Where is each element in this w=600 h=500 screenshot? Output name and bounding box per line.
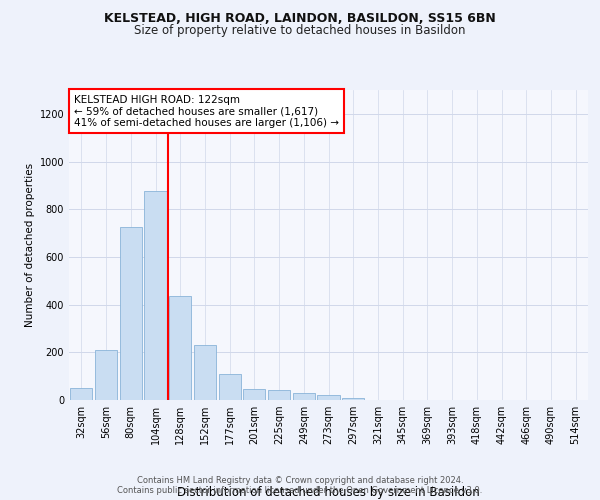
Bar <box>243 389 265 400</box>
Bar <box>342 398 364 400</box>
Bar <box>218 374 241 400</box>
Text: Contains HM Land Registry data © Crown copyright and database right 2024.
Contai: Contains HM Land Registry data © Crown c… <box>118 476 482 495</box>
Bar <box>268 390 290 400</box>
Bar <box>169 296 191 400</box>
X-axis label: Distribution of detached houses by size in Basildon: Distribution of detached houses by size … <box>177 486 480 499</box>
Text: KELSTEAD HIGH ROAD: 122sqm
← 59% of detached houses are smaller (1,617)
41% of s: KELSTEAD HIGH ROAD: 122sqm ← 59% of deta… <box>74 94 339 128</box>
Bar <box>145 192 167 400</box>
Bar <box>293 393 315 400</box>
Bar <box>194 345 216 400</box>
Text: Size of property relative to detached houses in Basildon: Size of property relative to detached ho… <box>134 24 466 37</box>
Bar <box>70 388 92 400</box>
Bar <box>119 227 142 400</box>
Bar <box>317 395 340 400</box>
Text: KELSTEAD, HIGH ROAD, LAINDON, BASILDON, SS15 6BN: KELSTEAD, HIGH ROAD, LAINDON, BASILDON, … <box>104 12 496 26</box>
Y-axis label: Number of detached properties: Number of detached properties <box>25 163 35 327</box>
Bar <box>95 350 117 400</box>
